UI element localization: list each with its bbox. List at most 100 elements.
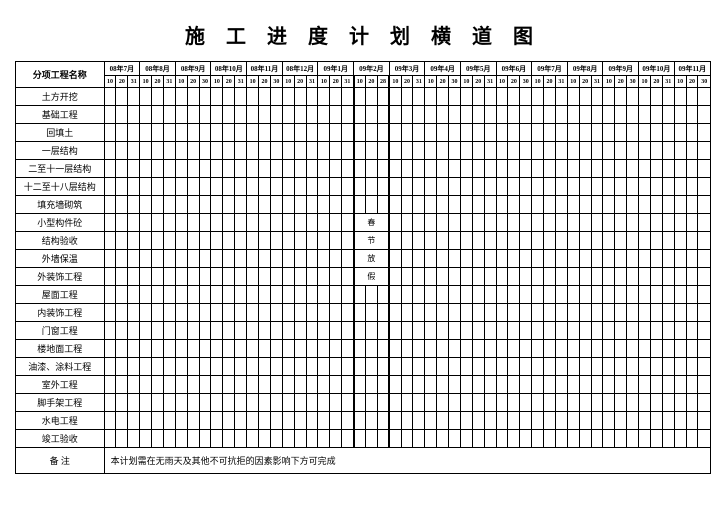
gantt-cell	[496, 250, 508, 268]
gantt-cell	[698, 214, 711, 232]
gantt-cell	[555, 232, 567, 250]
task-row-label: 门窗工程	[16, 322, 105, 340]
gantt-cell	[508, 178, 520, 196]
gantt-cell	[639, 232, 651, 250]
gantt-cell	[698, 376, 711, 394]
gantt-cell	[650, 376, 662, 394]
gantt-cell	[484, 124, 496, 142]
gantt-cell	[674, 88, 686, 106]
gantt-cell	[235, 178, 247, 196]
gantt-cell	[365, 106, 377, 124]
gantt-cell	[116, 322, 128, 340]
gantt-cell	[104, 340, 116, 358]
gantt-cell	[259, 196, 271, 214]
gantt-cell	[330, 268, 342, 286]
gantt-cell	[555, 124, 567, 142]
task-row-label: 屋面工程	[16, 286, 105, 304]
day-header: 31	[163, 76, 175, 88]
gantt-cell	[282, 430, 294, 448]
gantt-cell	[140, 250, 152, 268]
month-header: 09年7月	[532, 62, 568, 76]
gantt-cell	[270, 304, 282, 322]
gantt-cell	[555, 142, 567, 160]
gantt-cell	[686, 430, 698, 448]
gantt-cell	[342, 430, 354, 448]
gantt-cell	[175, 88, 187, 106]
gantt-cell	[128, 268, 140, 286]
day-header: 20	[365, 76, 377, 88]
day-header: 20	[401, 76, 413, 88]
gantt-cell	[508, 88, 520, 106]
gantt-cell	[674, 232, 686, 250]
gantt-cell	[532, 196, 544, 214]
gantt-cell	[342, 214, 354, 232]
gantt-cell	[639, 340, 651, 358]
gantt-cell	[567, 142, 579, 160]
gantt-cell	[567, 124, 579, 142]
gantt-cell	[532, 214, 544, 232]
gantt-cell	[259, 430, 271, 448]
gantt-cell	[306, 160, 318, 178]
gantt-cell	[330, 394, 342, 412]
gantt-cell	[567, 268, 579, 286]
gantt-cell	[211, 358, 223, 376]
gantt-cell	[520, 142, 532, 160]
gantt-cell	[496, 196, 508, 214]
gantt-cell	[211, 124, 223, 142]
gantt-cell	[615, 358, 627, 376]
gantt-cell	[579, 178, 591, 196]
gantt-cell	[449, 214, 461, 232]
gantt-cell	[270, 124, 282, 142]
gantt-cell	[484, 268, 496, 286]
gantt-cell	[579, 214, 591, 232]
gantt-cell	[413, 196, 425, 214]
gantt-cell	[662, 340, 674, 358]
gantt-cell	[306, 394, 318, 412]
gantt-cell	[116, 358, 128, 376]
gantt-cell	[294, 214, 306, 232]
gantt-cell	[247, 304, 259, 322]
gantt-cell	[199, 124, 211, 142]
gantt-cell	[401, 286, 413, 304]
gantt-cell	[496, 394, 508, 412]
gantt-cell	[365, 304, 377, 322]
gantt-cell	[639, 106, 651, 124]
gantt-cell	[306, 250, 318, 268]
note-label: 备 注	[16, 448, 105, 474]
gantt-cell	[579, 412, 591, 430]
gantt-cell	[520, 340, 532, 358]
gantt-cell	[591, 430, 603, 448]
gantt-cell	[627, 340, 639, 358]
gantt-cell	[318, 412, 330, 430]
gantt-cell	[330, 106, 342, 124]
gantt-cell	[128, 196, 140, 214]
gantt-cell	[555, 430, 567, 448]
gantt-cell	[377, 124, 389, 142]
gantt-cell	[211, 88, 223, 106]
gantt-cell	[187, 304, 199, 322]
gantt-cell	[294, 412, 306, 430]
gantt-cell	[187, 142, 199, 160]
gantt-cell	[662, 214, 674, 232]
gantt-cell	[532, 142, 544, 160]
gantt-cell	[259, 268, 271, 286]
gantt-cell	[460, 88, 472, 106]
gantt-cell	[223, 196, 235, 214]
gantt-cell	[211, 394, 223, 412]
gantt-cell	[211, 304, 223, 322]
gantt-cell	[377, 88, 389, 106]
gantt-cell	[520, 322, 532, 340]
gantt-cell	[199, 160, 211, 178]
gantt-cell	[484, 178, 496, 196]
gantt-cell	[306, 376, 318, 394]
gantt-cell	[187, 232, 199, 250]
gantt-cell	[199, 340, 211, 358]
gantt-cell	[330, 88, 342, 106]
gantt-cell	[449, 196, 461, 214]
gantt-cell	[389, 106, 401, 124]
gantt-cell	[354, 142, 366, 160]
gantt-cell	[342, 178, 354, 196]
gantt-cell	[365, 286, 377, 304]
day-header: 20	[330, 76, 342, 88]
gantt-cell	[306, 124, 318, 142]
